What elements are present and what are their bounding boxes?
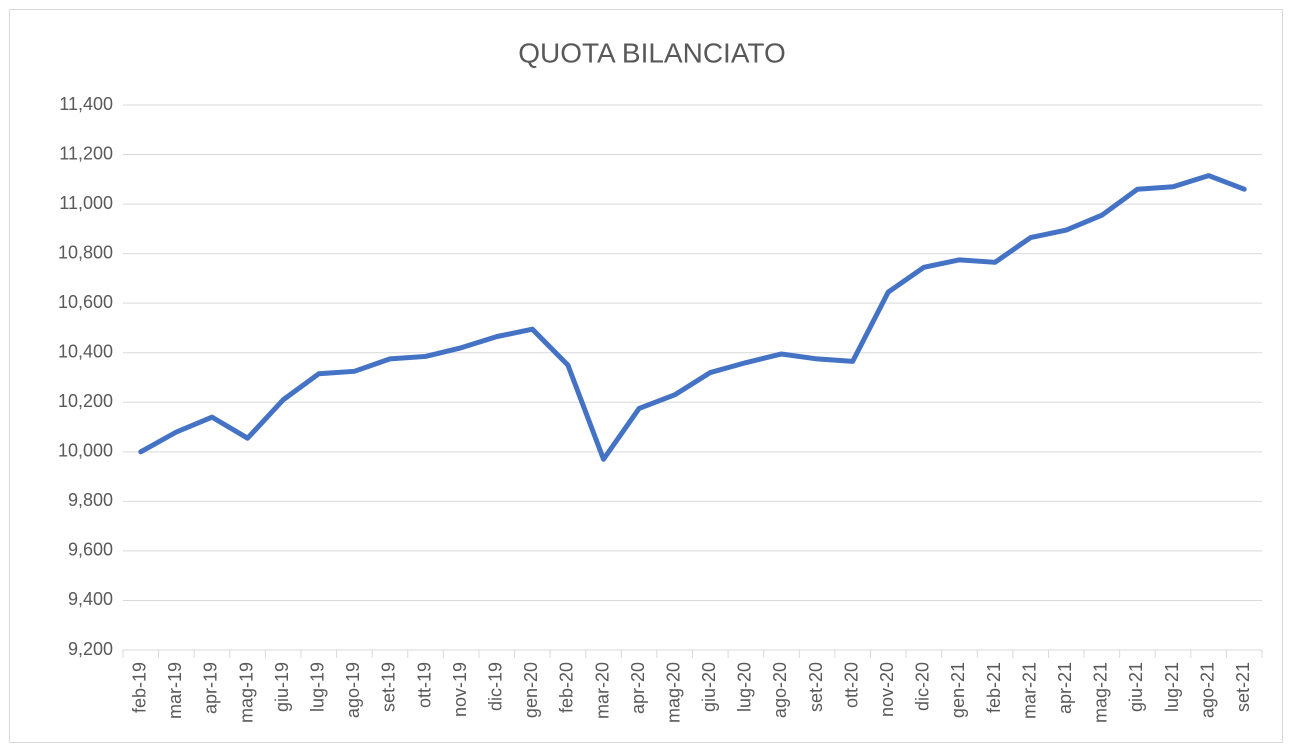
x-tick-label: lug-20: [735, 662, 755, 712]
x-tick-label: mag-20: [663, 662, 683, 723]
x-tick-label: dic-19: [485, 662, 505, 711]
x-tick-label: nov-20: [877, 662, 897, 717]
x-tick-label: set-20: [806, 662, 826, 712]
y-tick-label: 11,400: [59, 94, 113, 114]
chart-border: [9, 9, 1283, 743]
x-tick-label: gen-20: [521, 662, 541, 718]
chart-title: QUOTA BILANCIATO: [518, 37, 786, 68]
x-tick-label: giu-19: [272, 662, 292, 712]
x-tick-label: apr-19: [201, 662, 221, 714]
y-tick-label: 9,600: [68, 540, 113, 560]
x-tick-label: lug-19: [308, 662, 328, 712]
x-tick-label: ott-19: [414, 662, 434, 708]
x-tick-label: ago-21: [1197, 662, 1217, 718]
y-tick-label: 10,800: [58, 242, 113, 262]
x-tick-label: set-21: [1233, 662, 1253, 712]
x-tick-label: gen-21: [948, 662, 968, 718]
x-tick-label: giu-20: [699, 662, 719, 712]
x-tick-label: giu-21: [1126, 662, 1146, 712]
x-tick-label: feb-19: [130, 662, 150, 713]
y-tick-label: 11,200: [59, 143, 113, 163]
y-tick-label: 9,800: [68, 490, 113, 510]
x-tick-label: mag-19: [236, 662, 256, 723]
x-tick-label: lug-21: [1162, 662, 1182, 712]
y-tick-label: 10,200: [58, 391, 113, 411]
x-tick-label: ott-20: [841, 662, 861, 708]
x-tick-label: feb-21: [984, 662, 1004, 713]
x-tick-label: ago-20: [770, 662, 790, 718]
x-tick-label: ago-19: [343, 662, 363, 718]
y-tick-label: 9,200: [68, 639, 113, 659]
x-tick-label: apr-20: [628, 662, 648, 714]
x-tick-label: set-19: [379, 662, 399, 712]
y-tick-label: 10,600: [58, 292, 113, 312]
y-tick-label: 10,000: [58, 441, 113, 461]
y-tick-label: 10,400: [58, 341, 113, 361]
x-tick-label: nov-19: [450, 662, 470, 717]
x-tick-label: mar-21: [1019, 662, 1039, 719]
y-tick-label: 9,400: [68, 589, 113, 609]
x-tick-label: feb-20: [557, 662, 577, 713]
x-tick-label: dic-20: [913, 662, 933, 711]
line-series: [138, 173, 1247, 462]
x-tick-label: mar-19: [165, 662, 185, 719]
x-tick-label: apr-21: [1055, 662, 1075, 714]
x-tick-label: mar-20: [592, 662, 612, 719]
y-tick-label: 11,000: [59, 193, 113, 213]
x-tick-label: mag-21: [1091, 662, 1111, 723]
